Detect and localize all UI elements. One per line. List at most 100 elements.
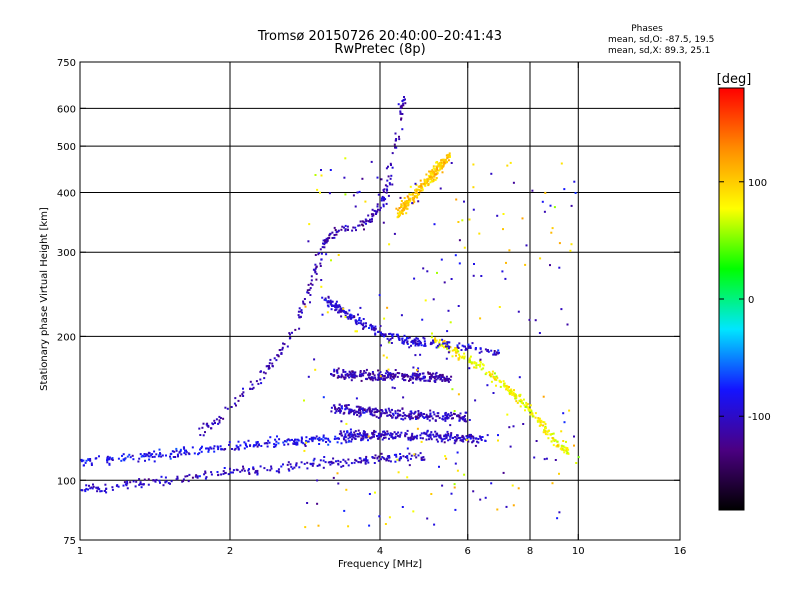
echo-point [530,410,533,413]
echo-point [360,439,363,442]
echo-point [365,222,367,225]
echo-point [574,192,577,194]
echo-point [354,321,357,324]
echo-point [388,456,391,459]
echo-point [445,375,448,378]
echo-point [331,304,334,307]
echo-point [467,345,470,348]
echo-point [204,471,207,474]
echo-point [371,379,374,382]
echo-point [336,230,339,233]
echo-point [302,442,305,445]
echo-point [338,409,340,412]
echo-point [271,365,274,368]
echo-point [538,332,541,334]
echo-point [421,415,424,418]
echo-point [394,139,397,142]
echo-point [327,443,330,446]
echo-point [399,409,401,412]
echo-point [150,454,153,457]
echo-point [406,476,409,479]
echo-point [435,346,438,349]
echo-point [509,161,512,164]
echo-point [313,457,316,460]
echo-point [414,341,417,344]
echo-point [456,451,459,454]
echo-point [382,374,385,377]
echo-point [344,460,347,463]
echo-point [396,216,399,219]
echo-point [355,405,358,408]
echo-point [549,433,552,436]
echo-point [403,197,406,199]
echo-point [307,375,310,378]
echo-point [490,172,493,175]
echo-point [258,443,260,446]
echo-point [389,377,392,380]
echo-point [320,174,323,177]
echo-point [196,476,199,479]
echo-point [340,373,343,376]
echo-point [381,410,384,413]
echo-point [488,374,491,377]
echo-point [539,257,542,260]
echo-point [219,417,222,419]
echo-point [275,440,278,443]
echo-point [458,342,461,345]
echo-point [495,351,498,354]
echo-point [335,233,338,236]
echo-point [399,433,402,436]
echo-point [269,436,272,439]
echo-point [247,469,250,472]
echo-point [377,373,380,376]
echo-point [355,410,358,413]
echo-point [358,317,361,319]
echo-point [353,413,355,416]
echo-point [457,358,460,361]
echo-point [336,369,339,372]
echo-point [421,188,424,191]
echo-point [382,430,385,433]
echo-point [298,327,301,330]
echo-point [444,433,447,436]
echo-point [348,376,351,379]
echo-point [434,372,437,375]
x-tick-label: 8 [527,546,533,557]
echo-point [387,407,390,410]
echo-point [207,425,210,428]
echo-point [458,357,461,360]
echo-point [442,342,445,345]
echo-point [518,376,521,379]
echo-point [226,407,229,410]
echo-point [455,354,457,357]
echo-point [160,455,163,458]
echo-point [370,328,373,331]
echo-point [273,357,276,360]
echo-point [508,392,511,394]
echo-point [351,376,354,379]
echo-point [300,439,303,442]
echo-point [319,248,322,251]
echo-point [263,377,266,380]
echo-point [396,416,399,419]
echo-point [139,453,142,456]
echo-point [346,430,349,433]
echo-point [389,414,392,417]
echo-point [467,440,470,443]
echo-point [308,438,311,440]
echo-point [384,431,387,434]
echo-point [380,344,382,347]
echo-point [538,417,541,420]
echo-point [573,444,575,447]
echo-point [409,193,412,196]
echo-point [411,417,414,420]
echo-point [413,372,416,375]
echo-point [331,462,334,465]
echo-point [248,473,251,475]
echo-point [454,254,457,257]
echo-point [563,421,566,424]
echo-point [254,444,257,447]
echo-point [374,454,377,457]
echo-point [436,169,439,172]
echo-point [390,374,393,377]
